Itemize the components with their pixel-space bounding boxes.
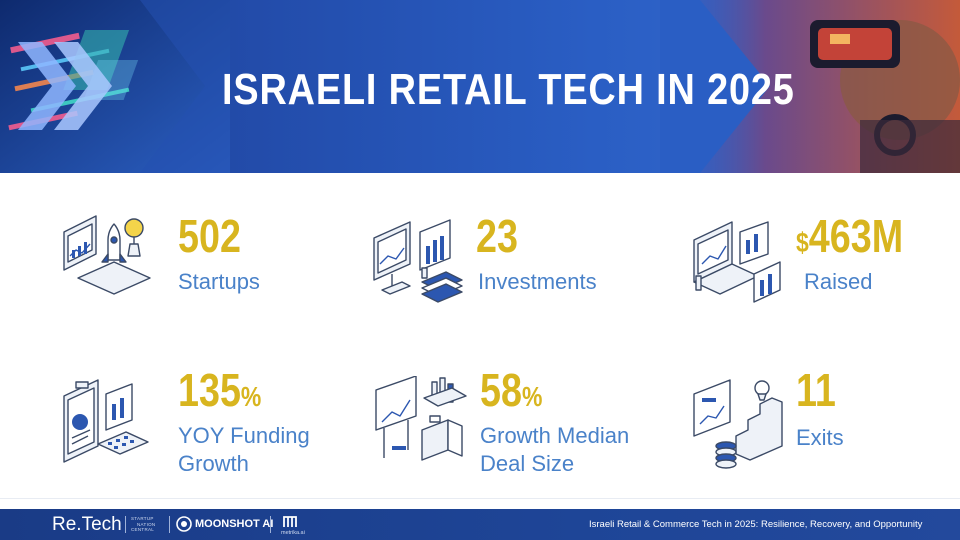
vr-headset-person-image [660, 0, 960, 173]
stat-label: Startups [178, 268, 260, 296]
rocket-laptop-icon [63, 215, 151, 295]
stat-label-line: Raised [804, 269, 873, 294]
stat-value: 135% [178, 364, 261, 423]
stat-unit: % [240, 381, 262, 412]
stat-number: 11 [796, 364, 836, 416]
stat-label: Exits [796, 424, 844, 452]
stat-value: $463M [796, 210, 903, 269]
stat-number: 58 [480, 364, 522, 416]
metrika-logo: metrika.ai [281, 530, 305, 536]
chevron-arrows-decoration [0, 0, 230, 173]
stat-value: 11 [796, 364, 836, 416]
logo-divider [125, 516, 126, 533]
stat-label-line: Startups [178, 269, 260, 294]
footer-caption: Israeli Retail & Commerce Tech in 2025: … [589, 519, 923, 530]
stat-number: 23 [476, 210, 518, 262]
snc-logo-line: NATION [137, 521, 156, 527]
stat-label-line: Deal Size [480, 451, 575, 476]
metrika-logo-icon [283, 516, 297, 527]
logo-divider [169, 516, 170, 533]
stat-label: YOY Funding Growth [178, 422, 310, 478]
snc-logo-line: CENTRAL [131, 527, 155, 533]
billboard-briefcase-icon [375, 376, 467, 461]
stat-unit: % [521, 381, 543, 412]
stat-label: Investments [478, 268, 597, 296]
stat-value: 23 [476, 210, 518, 262]
stat-label: Growth Median Deal Size [480, 422, 629, 478]
clipboard-calculator-icon [63, 379, 149, 463]
stat-label-line: YOY Funding [178, 423, 310, 448]
startup-nation-central-logo: STARTUP NATION CENTRAL [131, 516, 165, 533]
page-title: ISRAELI RETAIL TECH IN 2025 [222, 65, 795, 114]
moonshot-logo: MOONSHOT AI [195, 518, 274, 530]
logo-divider [270, 516, 271, 533]
footer-bar: Re.Tech STARTUP NATION CENTRAL MOONSHOT … [0, 509, 960, 540]
stat-number: 502 [178, 210, 241, 262]
stat-unit: $ [796, 227, 809, 258]
stat-label-line: Growth [178, 451, 249, 476]
moonshot-logo-icon [176, 516, 192, 532]
laptop-charts-icon [693, 221, 781, 303]
stat-label-line: Growth Median [480, 423, 630, 448]
stat-label-line: Investments [478, 269, 597, 294]
header-banner: ISRAELI RETAIL TECH IN 2025 [0, 0, 960, 173]
retech-logo: Re.Tech [52, 514, 122, 535]
stat-number: 135 [178, 364, 241, 416]
stat-value: 502 [178, 210, 241, 262]
stat-label-line: Exits [796, 425, 844, 450]
stat-value: 58% [480, 364, 542, 423]
stat-number: 463M [808, 210, 904, 262]
monitor-money-icon [373, 219, 463, 303]
snc-logo-line: STARTUP [131, 516, 154, 521]
stairs-trophy-icon [693, 379, 783, 469]
footer-divider [0, 498, 960, 499]
stat-label: Raised [804, 268, 872, 296]
